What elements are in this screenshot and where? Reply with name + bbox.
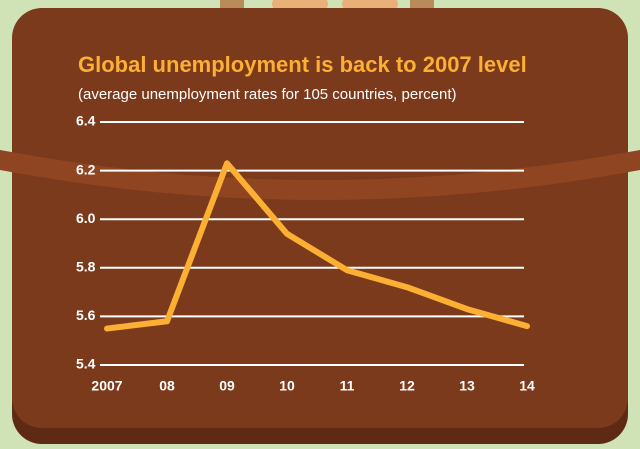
x-tick-label: 12 bbox=[399, 378, 415, 394]
chart-title: Global unemployment is back to 2007 leve… bbox=[78, 52, 527, 77]
x-tick-label: 14 bbox=[519, 378, 535, 394]
y-tick-label: 6.2 bbox=[76, 161, 96, 177]
x-tick-label: 08 bbox=[159, 378, 175, 394]
y-tick-label: 6.4 bbox=[76, 113, 96, 129]
y-tick-label: 5.8 bbox=[76, 259, 96, 275]
x-tick-label: 10 bbox=[279, 378, 295, 394]
x-tick-label: 09 bbox=[219, 378, 235, 394]
handle bbox=[410, 0, 434, 8]
y-tick-label: 6.0 bbox=[76, 210, 96, 226]
handle bbox=[220, 0, 244, 8]
y-tick-label: 5.4 bbox=[76, 356, 96, 372]
x-tick-label: 13 bbox=[459, 378, 475, 394]
y-tick-label: 5.6 bbox=[76, 307, 96, 323]
flap bbox=[0, 150, 640, 200]
x-tick-label: 2007 bbox=[91, 378, 122, 394]
chart-subtitle: (average unemployment rates for 105 coun… bbox=[78, 86, 457, 103]
x-tick-label: 11 bbox=[340, 378, 355, 394]
line bbox=[104, 160, 530, 332]
